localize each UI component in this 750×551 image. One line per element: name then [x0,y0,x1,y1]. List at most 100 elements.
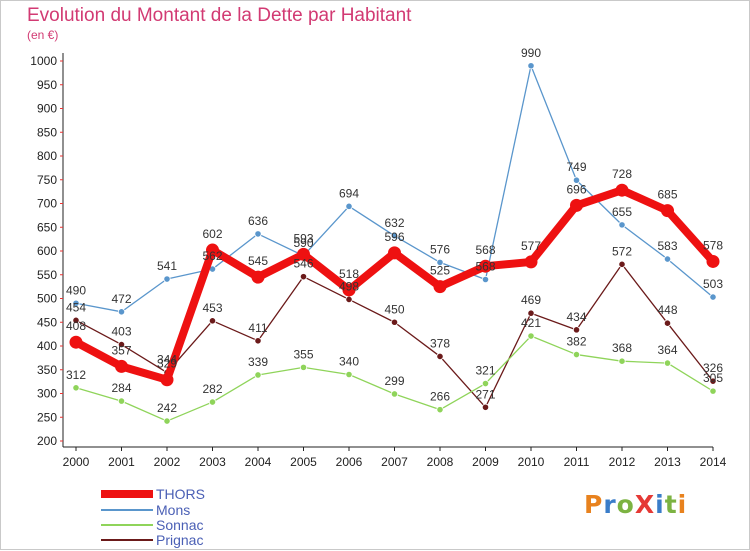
data-label-mons: 655 [612,205,632,219]
data-label-mons: 490 [66,283,86,297]
data-label-sonnac: 355 [293,347,313,361]
data-label-prignac: 453 [202,301,222,315]
data-label-prignac: 469 [521,293,541,307]
data-point-sonnac [527,332,535,340]
logo-letter: i [677,490,688,519]
x-tick-label: 2010 [518,455,545,469]
data-label-thors: 568 [475,243,495,257]
data-point-thors [69,335,83,349]
y-tick-label: 1000 [30,54,57,68]
data-point-prignac [663,319,672,327]
data-point-prignac [481,403,490,411]
data-label-prignac: 378 [430,336,450,350]
x-tick-label: 2002 [154,455,181,469]
y-tick-label: 200 [37,434,57,448]
legend-label-mons: Mons [156,502,190,518]
data-label-mons: 990 [521,46,541,60]
data-point-mons [527,62,535,70]
logo-letter: X [634,490,656,519]
y-tick-label: 600 [37,244,57,258]
data-label-sonnac: 382 [566,335,586,349]
data-point-prignac [208,317,217,325]
data-point-sonnac [618,357,626,365]
x-tick-label: 2012 [609,455,636,469]
data-label-prignac: 572 [612,244,632,258]
data-point-thors [524,255,538,269]
data-label-thors: 357 [111,343,131,357]
y-tick-label: 450 [37,315,57,329]
data-point-mons [254,230,262,238]
data-label-sonnac: 321 [475,364,495,378]
data-point-sonnac [481,379,490,388]
data-point-prignac [72,316,80,324]
y-tick-label: 850 [37,125,57,139]
data-label-prignac: 434 [566,310,586,324]
data-point-thors [206,243,219,257]
data-label-sonnac: 368 [612,341,632,355]
data-label-sonnac: 266 [430,390,450,404]
data-label-mons: 632 [384,216,404,230]
data-label-mons: 562 [202,249,222,263]
data-label-sonnac: 282 [202,382,222,396]
data-label-mons: 636 [248,214,268,228]
data-point-prignac [527,309,535,317]
data-label-mons: 541 [157,259,177,273]
data-label-thors: 525 [430,264,450,278]
data-label-sonnac: 305 [703,371,723,385]
y-tick-label: 700 [37,197,57,211]
y-tick-label: 500 [37,292,57,306]
x-tick-label: 2000 [63,455,90,469]
data-point-prignac [390,318,399,326]
data-point-sonnac [163,417,171,425]
data-label-thors: 602 [202,227,222,241]
data-point-mons [163,275,171,283]
data-label-mons: 503 [703,277,723,291]
data-point-mons [572,176,581,184]
data-point-mons [117,308,126,316]
data-point-sonnac [436,406,444,414]
y-tick-label: 250 [37,410,57,424]
logo-letter: o [616,490,635,519]
data-label-thors: 518 [339,267,359,281]
data-label-mons: 472 [111,292,131,306]
data-label-prignac: 326 [703,361,723,375]
y-tick-label: 300 [37,387,57,401]
data-point-prignac [709,377,717,385]
data-label-sonnac: 340 [339,355,359,369]
x-tick-label: 2003 [199,455,226,469]
proxiti-logo: ProXiti [584,490,687,519]
data-point-thors [342,283,356,297]
data-point-prignac [436,352,444,361]
data-label-thors: 685 [657,188,677,202]
data-label-mons: 583 [657,239,677,253]
data-point-prignac [117,340,126,349]
y-tick-label: 800 [37,149,57,163]
data-point-sonnac [345,370,353,379]
data-label-mons: 576 [430,242,450,256]
data-label-prignac: 454 [66,300,86,314]
data-point-thors [251,270,265,284]
legend-label-sonnac: Sonnac [156,517,203,533]
logo-letter: i [655,490,665,519]
x-tick-label: 2009 [472,455,499,469]
data-label-mons: 749 [566,160,586,174]
x-tick-label: 2014 [700,455,727,469]
data-label-thors: 578 [703,238,723,252]
data-point-sonnac [663,359,672,367]
data-point-thors [297,247,310,261]
x-tick-label: 2004 [245,455,272,469]
data-point-thors [388,246,401,260]
data-point-mons [345,202,353,210]
legend-label-thors: THORS [156,486,205,502]
y-tick-label: 550 [37,268,57,282]
chart-subtitle: (en €) [27,28,59,42]
x-tick-label: 2013 [654,455,681,469]
data-point-sonnac [254,371,262,379]
data-point-mons [436,258,444,266]
y-tick-label: 900 [37,102,57,116]
data-point-thors [661,204,674,218]
data-point-mons [481,275,490,284]
x-tick-label: 2006 [336,455,363,469]
